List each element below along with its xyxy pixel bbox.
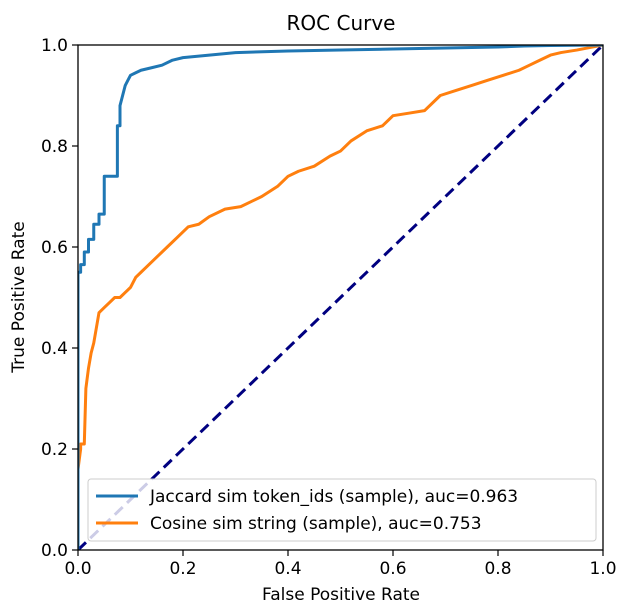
x-axis-label: False Positive Rate xyxy=(262,585,420,605)
plot-frame xyxy=(77,44,604,551)
y-tick-label: 0.4 xyxy=(41,339,68,359)
x-tick-label: 0.6 xyxy=(379,559,406,579)
x-tick-label: 0.0 xyxy=(64,559,91,579)
y-tick-label: 0.2 xyxy=(41,440,68,460)
legend-label-cosine: Cosine sim string (sample), auc=0.753 xyxy=(150,514,482,534)
x-tick-label: 0.2 xyxy=(169,559,196,579)
x-axis-ticks: 0.0 0.2 0.4 0.6 0.8 1.0 xyxy=(64,550,617,579)
legend-label-jaccard: Jaccard sim token_ids (sample), auc=0.96… xyxy=(149,487,518,507)
y-tick-label: 0.6 xyxy=(41,238,68,258)
y-axis-label: True Positive Rate xyxy=(9,221,29,373)
y-tick-label: 1.0 xyxy=(41,36,68,56)
legend-box xyxy=(87,478,597,542)
series-line-jaccard xyxy=(78,45,603,550)
y-tick-label: 0.8 xyxy=(41,137,68,157)
legend: Jaccard sim token_ids (sample), auc=0.96… xyxy=(87,478,597,542)
x-tick-label: 0.8 xyxy=(484,559,511,579)
series-line-diagonal xyxy=(78,45,603,550)
x-tick-label: 0.4 xyxy=(274,559,301,579)
y-axis-ticks: 0.0 0.2 0.4 0.6 0.8 1.0 xyxy=(41,36,78,561)
x-tick-label: 1.0 xyxy=(589,559,616,579)
plot-area xyxy=(77,44,604,551)
chart-title: ROC Curve xyxy=(287,11,396,35)
series-line-cosine xyxy=(78,45,603,550)
y-tick-label: 0.0 xyxy=(41,541,68,561)
